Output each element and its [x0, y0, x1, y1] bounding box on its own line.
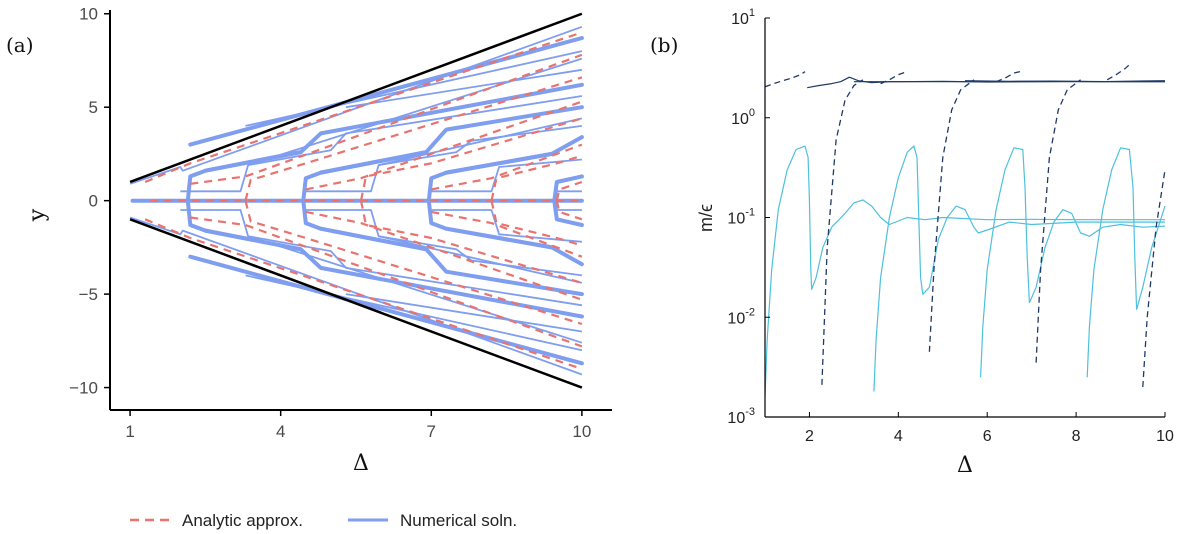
analytic-curve-6: [244, 200, 583, 326]
light-solid-curve-4: [980, 147, 1037, 378]
legend: Analytic approx. Numerical soln.: [130, 511, 517, 530]
light-solid-curve-1: [815, 199, 1165, 278]
analytic-curve-12: [431, 210, 583, 258]
panel-b-ticks: 2 4 6 8 10 101 100 10-1 10-2 10-3: [727, 7, 1174, 445]
numerical-thick-curve-11: [318, 105, 584, 175]
panel-b-ytick-label-4: 10-3: [727, 406, 755, 427]
legend-numerical-label: Numerical soln.: [400, 511, 517, 530]
dark-dashed-curve-7: [1106, 64, 1130, 81]
light-solid-curve-5: [1035, 209, 1166, 288]
analytic-curve-7: [305, 100, 583, 191]
panel-b-xtick-label-3: 8: [1072, 428, 1081, 445]
analytic-curve-14: [490, 200, 583, 247]
panel-b-label: (b): [650, 33, 678, 57]
numerical-thick-curve-16: [188, 254, 584, 366]
dark-solid-curve-2: [964, 80, 1166, 83]
panel-a-xlabel: Δ: [353, 451, 369, 476]
numerical-thick-curve-8: [552, 198, 584, 227]
panel-b-ytick-label-2: 10-1: [727, 207, 755, 228]
numerical-thick-curve-9: [203, 82, 584, 173]
panel-a-ytick-label-0: 10: [79, 5, 98, 24]
panel-b-xtick-label-0: 2: [805, 428, 814, 445]
panel-a: (a) 1 4 7 10 10 5 0 −5 −10 Δ y: [6, 5, 612, 476]
panel-a-ytick-label-4: −10: [69, 379, 98, 398]
light-solid-curve-2: [873, 145, 930, 392]
dark-dashed-curve-6: [995, 70, 1023, 83]
numerical-thick-curve-15: [188, 36, 584, 147]
panel-a-curves: [129, 12, 584, 389]
numerical-thick-curve-14: [444, 226, 584, 267]
panel-b-curves: [764, 64, 1166, 397]
panel-b-xtick-label-1: 4: [894, 428, 903, 445]
panel-a-xtick-label-2: 7: [427, 422, 436, 441]
numerical-thin-curve-17: [345, 293, 583, 333]
panel-b: (b) 2 4 6 8 10 101 100 10-1 10-2 10-3 Δ m/ϵ: [650, 7, 1174, 478]
light-solid-curve-0: [764, 145, 817, 397]
panel-b-xtick-label-2: 6: [983, 428, 992, 445]
numerical-thick-curve-12: [318, 226, 584, 297]
panel-b-ylabel: m/ϵ: [696, 204, 716, 232]
numerical-thin-curve-7: [305, 209, 583, 284]
panel-a-ticks: 1 4 7 10 10 5 0 −5 −10: [69, 5, 591, 441]
dark-dashed-curve-3: [1035, 79, 1081, 363]
numerical-thin-curve-3: [180, 209, 583, 344]
dark-dashed-curve-4: [1142, 169, 1166, 388]
boundary-lower: [129, 218, 583, 389]
numerical-thick-curve-5: [426, 151, 554, 203]
dark-dashed-curve-2: [928, 79, 975, 352]
numerical-thin-curve-6: [305, 117, 583, 193]
analytic-curve-10: [359, 200, 583, 284]
dark-dashed-curve-1: [821, 79, 864, 385]
panel-a-ytick-label-3: −5: [79, 285, 98, 304]
analytic-curve-1: [144, 31, 583, 184]
analytic-curve-13: [490, 154, 583, 201]
analytic-curve-3: [190, 53, 583, 185]
numerical-thick-curve-6: [426, 198, 554, 250]
numerical-thin-curve-1: [129, 216, 583, 376]
panel-a-xtick-label-1: 4: [276, 422, 285, 441]
panel-a-xtick-label-0: 1: [125, 422, 134, 441]
panel-b-ytick-label-1: 100: [731, 107, 755, 128]
analytic-curve-2: [144, 218, 583, 370]
numerical-thin-curve-0: [129, 25, 583, 185]
light-solid-curve-6: [1086, 147, 1166, 378]
panel-a-label: (a): [6, 33, 34, 57]
analytic-curve-9: [359, 117, 583, 201]
dark-dashed-curve-5: [880, 70, 908, 85]
panel-b-ytick-label-0: 101: [731, 7, 755, 28]
analytic-curve-15: [555, 180, 583, 201]
analytic-curve-4: [190, 216, 583, 348]
numerical-thick-curve-7: [552, 174, 584, 203]
panel-a-ylabel: y: [25, 208, 50, 222]
panel-b-xtick-label-4: 10: [1156, 428, 1174, 445]
analytic-curve-16: [555, 200, 583, 221]
panel-b-ytick-label-3: 10-2: [727, 306, 755, 327]
panel-a-ytick-label-1: 5: [89, 98, 98, 117]
panel-b-xlabel: Δ: [957, 453, 973, 478]
analytic-curve-8: [305, 210, 583, 301]
numerical-thick-curve-13: [444, 135, 584, 175]
panel-a-xtick-label-3: 10: [572, 422, 591, 441]
numerical-thin-curve-16: [345, 68, 583, 109]
numerical-thin-curve-2: [180, 57, 583, 193]
numerical-thick-curve-10: [203, 228, 584, 319]
analytic-curve-11: [431, 143, 583, 191]
panel-a-ytick-label-2: 0: [89, 192, 98, 211]
dark-dashed-curve-0: [764, 71, 806, 88]
legend-analytic-label: Analytic approx.: [182, 511, 303, 530]
boundary-upper: [129, 12, 583, 184]
